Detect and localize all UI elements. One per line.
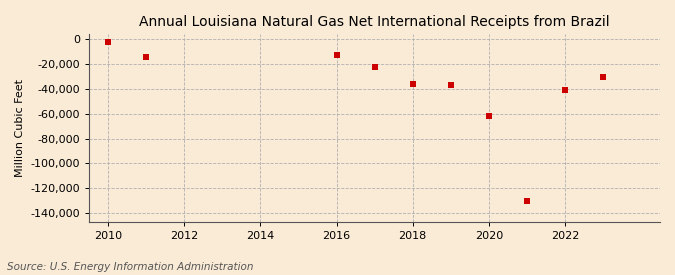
Point: [483, 114, 494, 119]
Point: [560, 88, 570, 92]
Point: [407, 82, 418, 86]
Point: [597, 74, 608, 79]
Point: [521, 199, 532, 203]
Y-axis label: Million Cubic Feet: Million Cubic Feet: [15, 79, 25, 177]
Point: [446, 83, 456, 87]
Point: [369, 64, 380, 69]
Point: [331, 53, 342, 58]
Title: Annual Louisiana Natural Gas Net International Receipts from Brazil: Annual Louisiana Natural Gas Net Interna…: [139, 15, 610, 29]
Text: Source: U.S. Energy Information Administration: Source: U.S. Energy Information Administ…: [7, 262, 253, 272]
Point: [141, 54, 152, 59]
Point: [103, 40, 113, 44]
